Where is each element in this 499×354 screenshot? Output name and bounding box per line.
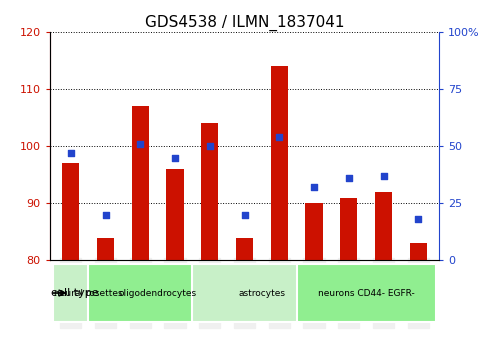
FancyBboxPatch shape	[53, 264, 123, 322]
Point	[171, 155, 179, 160]
Point	[310, 184, 318, 190]
Bar	[375, 192, 392, 261]
Bar	[340, 198, 357, 261]
Bar	[201, 123, 219, 261]
Point	[206, 143, 214, 149]
Bar	[62, 163, 79, 261]
FancyBboxPatch shape	[296, 264, 436, 322]
Text: oligodendrocytes: oligodendrocytes	[119, 289, 197, 297]
Text: astrocytes: astrocytes	[239, 289, 285, 297]
Text: neurons CD44- EGFR-: neurons CD44- EGFR-	[318, 289, 415, 297]
Point	[101, 212, 109, 217]
Bar	[236, 238, 253, 261]
Text: neural rosettes: neural rosettes	[54, 289, 122, 297]
Bar	[270, 66, 288, 261]
Bar	[305, 203, 323, 261]
FancyBboxPatch shape	[193, 264, 331, 322]
Point	[136, 141, 144, 147]
Title: GDS4538 / ILMN_1837041: GDS4538 / ILMN_1837041	[145, 14, 344, 30]
Bar	[410, 243, 427, 261]
Point	[414, 216, 422, 222]
Bar	[132, 106, 149, 261]
Text: cell type: cell type	[50, 288, 98, 298]
Point	[67, 150, 75, 156]
Point	[241, 212, 249, 217]
Point	[275, 134, 283, 140]
Bar	[166, 169, 184, 261]
Point	[380, 173, 388, 179]
Bar	[97, 238, 114, 261]
FancyBboxPatch shape	[88, 264, 227, 322]
Point	[345, 175, 353, 181]
